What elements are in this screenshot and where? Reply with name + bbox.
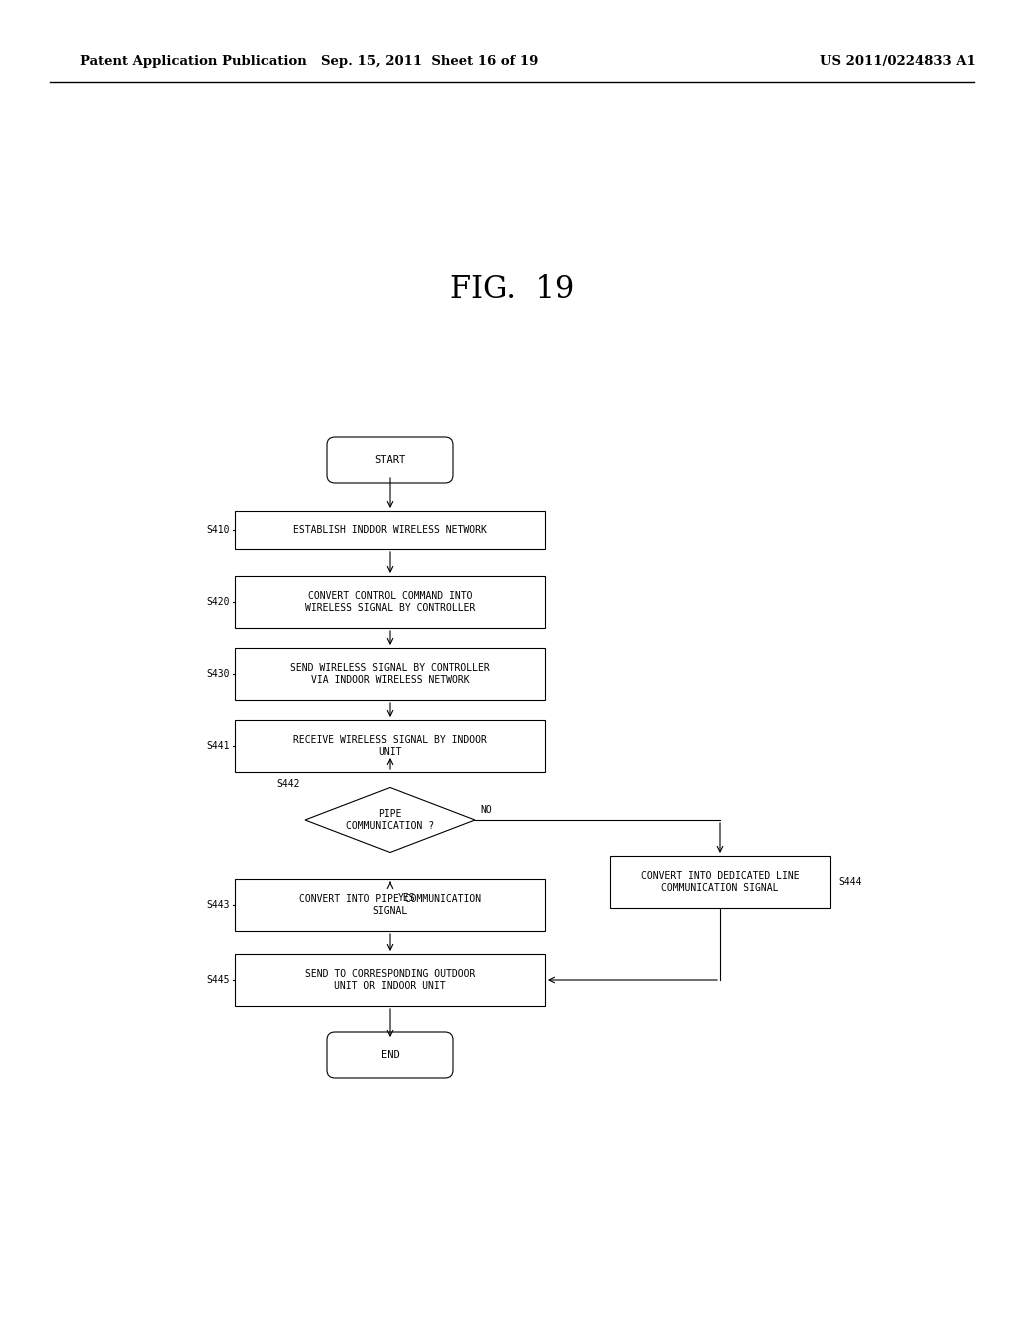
Text: SEND TO CORRESPONDING OUTDOOR
UNIT OR INDOOR UNIT: SEND TO CORRESPONDING OUTDOOR UNIT OR IN… [305, 969, 475, 991]
FancyBboxPatch shape [327, 1032, 453, 1078]
Text: START: START [375, 455, 406, 465]
FancyBboxPatch shape [234, 576, 545, 628]
FancyBboxPatch shape [234, 511, 545, 549]
Text: END: END [381, 1049, 399, 1060]
Text: S441: S441 [207, 741, 230, 751]
FancyBboxPatch shape [234, 648, 545, 700]
Text: S442: S442 [276, 779, 300, 789]
Text: PIPE
COMMUNICATION ?: PIPE COMMUNICATION ? [346, 809, 434, 830]
Text: CONVERT INTO DEDICATED LINE
COMMUNICATION SIGNAL: CONVERT INTO DEDICATED LINE COMMUNICATIO… [641, 871, 800, 892]
Text: CONVERT INTO PIPE COMMUNICATION
SIGNAL: CONVERT INTO PIPE COMMUNICATION SIGNAL [299, 894, 481, 916]
Polygon shape [305, 788, 475, 853]
Text: US 2011/0224833 A1: US 2011/0224833 A1 [820, 55, 976, 69]
Text: S445: S445 [207, 975, 230, 985]
Text: YES: YES [398, 894, 416, 903]
FancyBboxPatch shape [610, 855, 830, 908]
FancyBboxPatch shape [234, 954, 545, 1006]
FancyBboxPatch shape [234, 719, 545, 772]
Text: S444: S444 [838, 876, 861, 887]
Text: Sep. 15, 2011  Sheet 16 of 19: Sep. 15, 2011 Sheet 16 of 19 [322, 55, 539, 69]
Text: FIG.  19: FIG. 19 [450, 275, 574, 305]
Text: S443: S443 [207, 900, 230, 909]
Text: RECEIVE WIRELESS SIGNAL BY INDOOR
UNIT: RECEIVE WIRELESS SIGNAL BY INDOOR UNIT [293, 735, 487, 756]
FancyBboxPatch shape [234, 879, 545, 931]
Text: S420: S420 [207, 597, 230, 607]
Text: NO: NO [480, 805, 492, 814]
Text: CONVERT CONTROL COMMAND INTO
WIRELESS SIGNAL BY CONTROLLER: CONVERT CONTROL COMMAND INTO WIRELESS SI… [305, 591, 475, 612]
Text: SEND WIRELESS SIGNAL BY CONTROLLER
VIA INDOOR WIRELESS NETWORK: SEND WIRELESS SIGNAL BY CONTROLLER VIA I… [290, 663, 489, 685]
Text: S410: S410 [207, 525, 230, 535]
Text: Patent Application Publication: Patent Application Publication [80, 55, 307, 69]
Text: ESTABLISH INDDOR WIRELESS NETWORK: ESTABLISH INDDOR WIRELESS NETWORK [293, 525, 487, 535]
Text: S430: S430 [207, 669, 230, 678]
FancyBboxPatch shape [327, 437, 453, 483]
